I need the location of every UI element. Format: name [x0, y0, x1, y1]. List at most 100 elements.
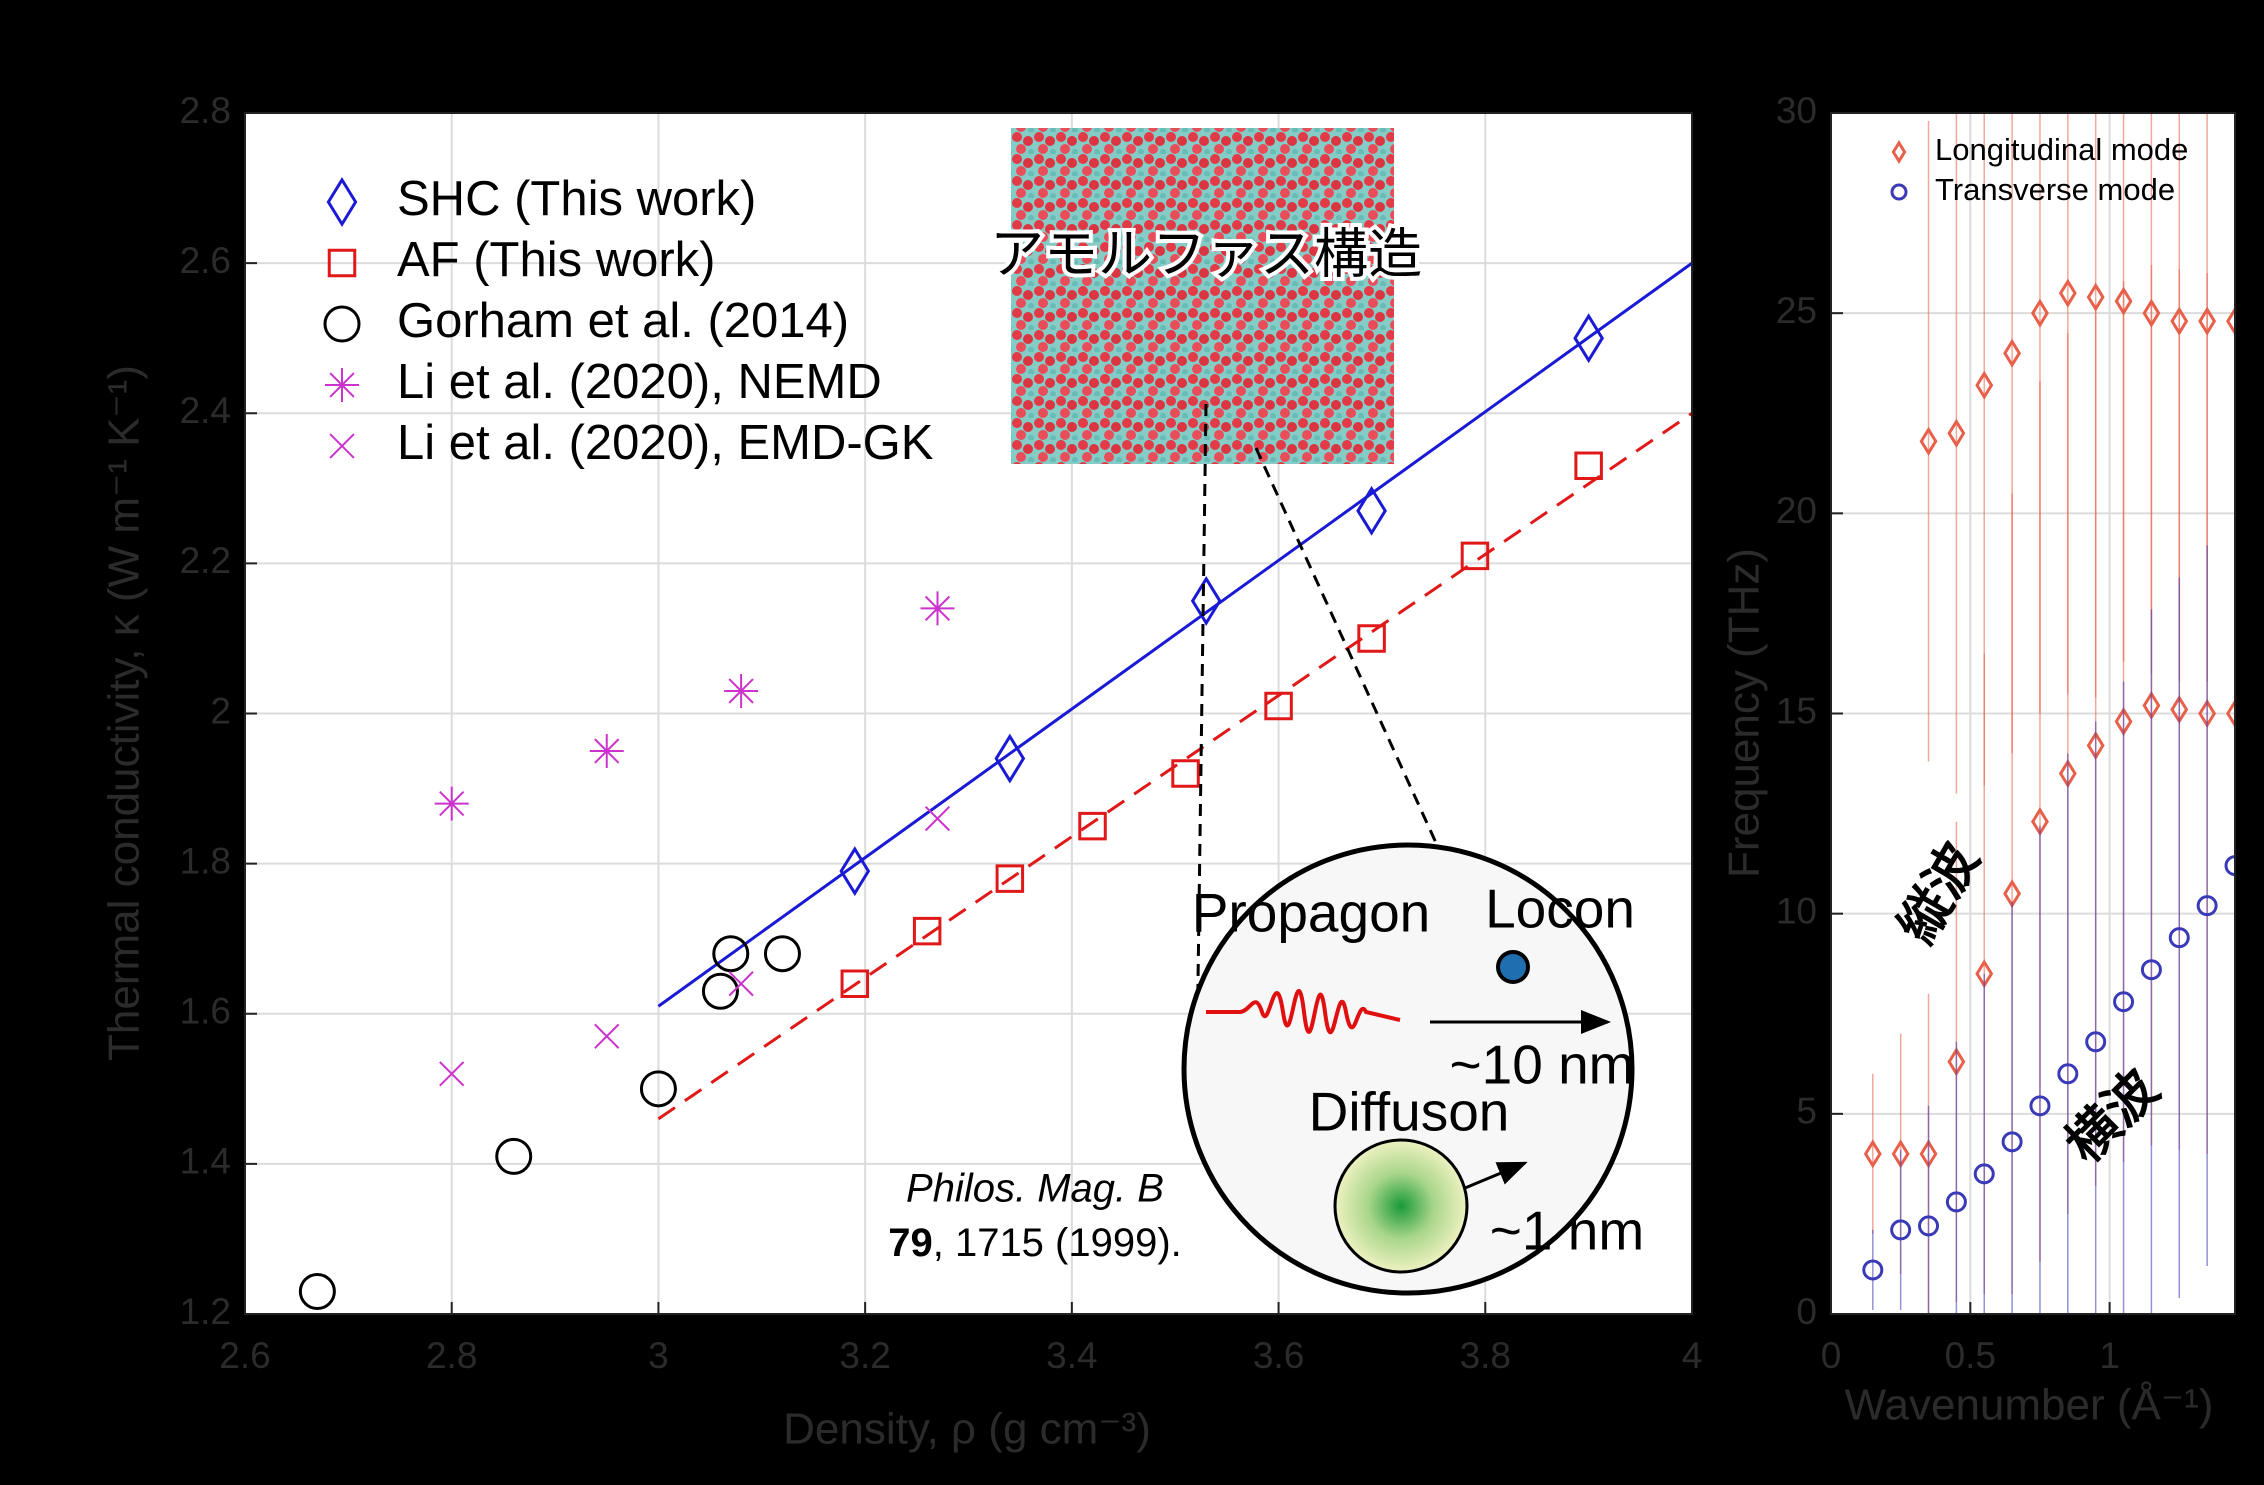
length-label: ~10 nm — [1450, 1034, 1635, 1096]
data-point — [2003, 338, 2022, 368]
diffuson-label: Diffuson — [1309, 1081, 1510, 1143]
y-tick-label: 15 — [1776, 690, 1817, 731]
y-tick-label: 2 — [210, 690, 231, 731]
data-point — [594, 1023, 620, 1049]
data-point — [1460, 541, 1490, 571]
data-point — [724, 673, 759, 708]
legend-label: SHC (This work) — [397, 172, 756, 226]
plot-frame — [244, 112, 1693, 1315]
legend-marker — [1890, 183, 1908, 201]
y-tick-label: 5 — [1796, 1091, 1817, 1132]
data-point — [920, 591, 955, 626]
citation: 79, 1715 (1999). — [888, 1221, 1182, 1265]
data-point — [2086, 282, 2105, 312]
data-point — [1947, 418, 1966, 448]
data-point — [639, 1070, 677, 1108]
data-point — [434, 786, 469, 821]
data-point — [1945, 1191, 1967, 1213]
legend-label: Li et al. (2020), NEMD — [397, 355, 882, 409]
data-point — [2224, 855, 2235, 877]
x-tick-label: 2.8 — [426, 1335, 477, 1376]
x-tick-label: 3 — [648, 1335, 669, 1376]
data-point — [2226, 306, 2235, 336]
locon-label: Locon — [1485, 878, 1635, 940]
data-point — [1863, 1139, 1882, 1169]
data-point — [1573, 313, 1605, 364]
data-point — [1973, 1163, 1995, 1185]
data-point — [1264, 691, 1293, 721]
data-point — [840, 969, 870, 998]
x-tick-label: 3.4 — [1046, 1335, 1097, 1376]
propagon-label: Propagon — [1192, 882, 1431, 944]
data-point — [2029, 1095, 2051, 1117]
y-tick-label: 2.6 — [180, 240, 231, 281]
data-point — [712, 935, 750, 973]
legend-marker — [1891, 140, 1907, 164]
y-tick-label: 30 — [1776, 90, 1817, 131]
y-axis-label: Frequency (THz) — [1720, 548, 1769, 878]
data-point — [912, 916, 942, 946]
structure-label: アモルファス構造 — [990, 224, 1422, 284]
data-point — [995, 864, 1025, 893]
legend-marker — [326, 177, 358, 227]
data-point — [589, 734, 624, 769]
diffuson-blob — [1333, 1138, 1469, 1274]
data-point — [994, 733, 1026, 784]
data-point — [2031, 298, 2049, 328]
y-tick-label: 0 — [1796, 1291, 1817, 1332]
y-tick-label: 1.8 — [180, 840, 231, 881]
plot-content — [1862, 113, 2235, 1314]
data-point — [2114, 286, 2133, 316]
data-point — [2170, 306, 2189, 336]
length-label: ~1 nm — [1490, 1200, 1644, 1262]
data-point — [1918, 1215, 1940, 1237]
data-point — [2113, 991, 2135, 1013]
x-tick-label: 1 — [2099, 1335, 2120, 1376]
data-point — [1078, 811, 1107, 841]
y-tick-label: 10 — [1776, 890, 1817, 931]
fit-line — [657, 412, 1692, 1121]
data-point — [2057, 1063, 2079, 1085]
legend-marker — [327, 248, 357, 278]
x-axis-label: Density, ρ (g cm⁻³) — [783, 1405, 1151, 1454]
data-point — [2198, 306, 2217, 336]
data-point — [1190, 575, 1222, 626]
y-tick-label: 2.2 — [180, 540, 231, 581]
x-tick-label: 0.5 — [1945, 1335, 1996, 1376]
data-point — [2168, 927, 2190, 949]
data-point — [2140, 959, 2162, 981]
citation-journal: Philos. Mag. B — [906, 1167, 1164, 1211]
annotations: アモルファス構造 Propagon Locon ~10 nm Diffuson … — [888, 128, 2170, 1296]
data-point — [1574, 451, 1603, 481]
plot-content — [298, 261, 1692, 1310]
legend-marker — [325, 368, 359, 402]
connector — [1254, 447, 1439, 846]
data-point — [728, 971, 754, 997]
legend-label: Li et al. (2020), EMD-GK — [397, 416, 934, 470]
data-point — [701, 972, 739, 1010]
y-tick-label: 25 — [1776, 290, 1817, 331]
legend-marker — [323, 305, 361, 343]
y-tick-label: 1.2 — [180, 1291, 231, 1332]
data-point — [2226, 698, 2235, 729]
data-point — [2085, 1031, 2107, 1053]
legend-marker — [329, 433, 355, 459]
data-point — [1171, 759, 1200, 788]
data-point — [1862, 1259, 1884, 1281]
x-tick-label: 2.6 — [219, 1335, 270, 1376]
data-point — [495, 1137, 533, 1175]
x-tick-label: 3.6 — [1253, 1335, 1304, 1376]
data-point — [1975, 370, 1994, 400]
data-point — [1890, 1219, 1912, 1241]
data-point — [2196, 895, 2218, 917]
citation-pages: , 1715 (1999). — [933, 1221, 1182, 1265]
data-point — [1357, 624, 1386, 653]
citation-volume: 79 — [888, 1221, 933, 1265]
data-point — [439, 1061, 465, 1087]
data-point — [924, 805, 951, 832]
data-point — [839, 846, 871, 897]
x-tick-label: 0 — [1821, 1335, 1842, 1376]
y-tick-label: 2.8 — [180, 90, 231, 131]
data-point — [2058, 278, 2077, 308]
